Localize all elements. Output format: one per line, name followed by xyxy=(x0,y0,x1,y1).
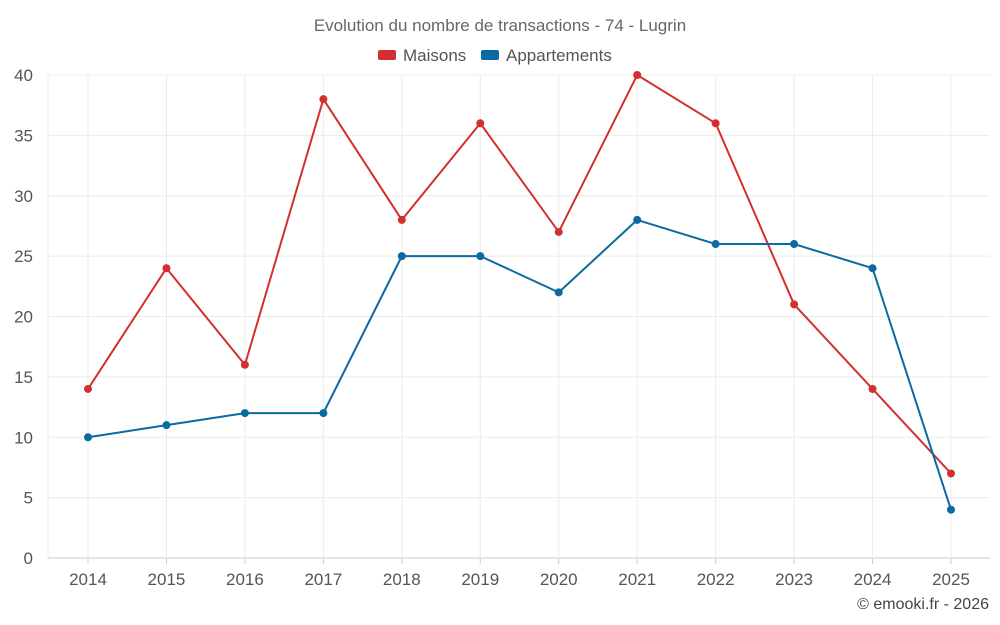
x-tick-label: 2016 xyxy=(226,570,264,589)
x-tick-label: 2023 xyxy=(775,570,813,589)
legend-label-maisons: Maisons xyxy=(403,46,466,65)
grid xyxy=(47,74,990,564)
data-point-appartements-2020[interactable] xyxy=(554,288,563,297)
legend-swatch-appartements xyxy=(481,50,499,60)
data-point-maisons-2020[interactable] xyxy=(554,227,563,236)
legend-swatch-maisons xyxy=(378,50,396,60)
credit-text: © emooki.fr - 2026 xyxy=(857,596,989,613)
data-point-appartements-2017[interactable] xyxy=(319,409,328,418)
x-tick-label: 2015 xyxy=(148,570,186,589)
series-line-maisons xyxy=(87,74,952,475)
y-tick-label: 40 xyxy=(14,66,33,85)
x-tick-label: 2024 xyxy=(854,570,892,589)
x-tick-label: 2020 xyxy=(540,570,578,589)
data-point-appartements-2015[interactable] xyxy=(162,421,171,430)
data-point-appartements-2022[interactable] xyxy=(711,240,720,249)
data-point-appartements-2014[interactable] xyxy=(84,433,92,442)
data-point-appartements-2023[interactable] xyxy=(790,240,799,249)
data-point-appartements-2021[interactable] xyxy=(633,215,642,224)
chart-title: Evolution du nombre de transactions - 74… xyxy=(314,16,686,35)
data-point-appartements-2018[interactable] xyxy=(397,252,406,261)
data-point-maisons-2018[interactable] xyxy=(397,215,406,224)
data-point-maisons-2022[interactable] xyxy=(711,119,720,128)
legend[interactable]: Maisons Appartements xyxy=(378,46,612,65)
data-point-maisons-2025[interactable] xyxy=(947,469,955,478)
series-layer xyxy=(84,71,955,514)
data-point-maisons-2019[interactable] xyxy=(476,119,485,128)
data-point-maisons-2014[interactable] xyxy=(84,384,92,393)
y-tick-label: 5 xyxy=(24,489,33,508)
x-axis-ticks: 2014 2015 2016 2017 2018 2019 2020 2021 2022 2023… xyxy=(69,570,970,589)
data-point-maisons-2015[interactable] xyxy=(162,264,171,273)
y-axis-ticks: 0 5 10 15 20 25 30 35 40 xyxy=(14,66,33,568)
x-tick-label: 2025 xyxy=(932,570,970,589)
x-tick-label: 2019 xyxy=(461,570,499,589)
y-tick-label: 10 xyxy=(14,428,33,447)
legend-label-appartements: Appartements xyxy=(506,46,612,65)
x-tick-label: 2014 xyxy=(69,570,107,589)
y-tick-label: 15 xyxy=(14,368,33,387)
x-tick-label: 2017 xyxy=(304,570,342,589)
legend-item-maisons[interactable]: Maisons xyxy=(378,46,466,65)
y-tick-label: 0 xyxy=(24,549,33,568)
data-point-appartements-2019[interactable] xyxy=(476,252,485,261)
y-tick-label: 20 xyxy=(14,308,33,327)
y-tick-label: 35 xyxy=(14,126,33,145)
data-point-maisons-2016[interactable] xyxy=(240,360,249,369)
x-tick-label: 2022 xyxy=(697,570,735,589)
legend-item-appartements[interactable]: Appartements xyxy=(481,46,612,65)
data-point-appartements-2024[interactable] xyxy=(868,264,877,273)
x-tick-label: 2018 xyxy=(383,570,421,589)
data-point-maisons-2017[interactable] xyxy=(319,95,328,104)
data-point-appartements-2025[interactable] xyxy=(947,505,955,514)
data-point-maisons-2023[interactable] xyxy=(790,300,799,309)
data-point-maisons-2024[interactable] xyxy=(868,384,877,393)
y-tick-label: 25 xyxy=(14,247,33,266)
series-line-appartements xyxy=(87,218,952,511)
data-point-maisons-2021[interactable] xyxy=(633,71,642,79)
x-tick-label: 2021 xyxy=(618,570,656,589)
y-tick-label: 30 xyxy=(14,187,33,206)
data-point-appartements-2016[interactable] xyxy=(240,409,249,418)
